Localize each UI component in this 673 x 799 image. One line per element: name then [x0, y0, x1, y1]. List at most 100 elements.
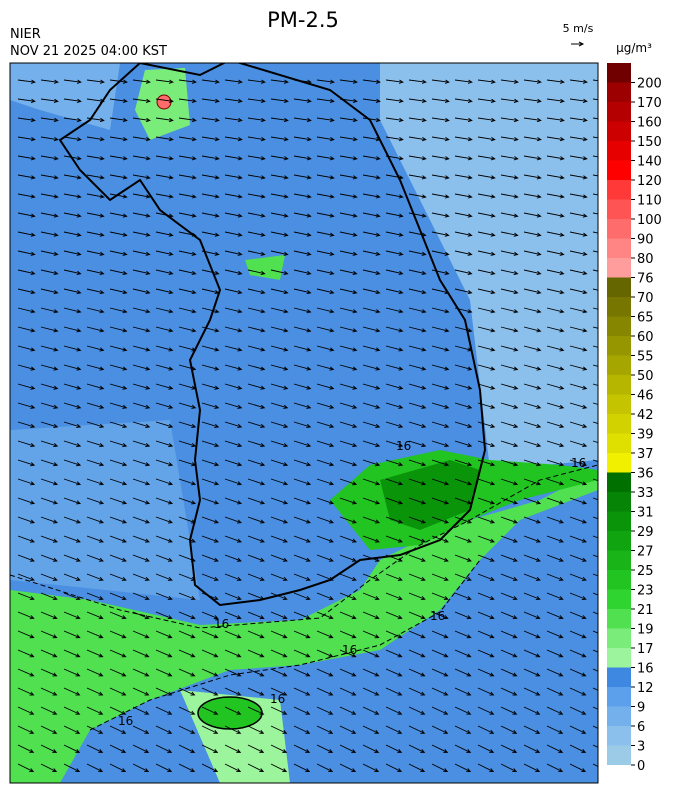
wind-arrow: [201, 98, 220, 103]
wind-arrow: [109, 649, 127, 658]
wind-arrow: [385, 402, 404, 409]
colorbar-segment: [607, 453, 631, 473]
colorbar-label: 33: [637, 486, 654, 501]
wind-arrow: [247, 763, 265, 773]
wind-arrow: [40, 611, 58, 620]
wind-arrow: [454, 269, 473, 276]
wind-arrow: [454, 288, 473, 295]
wind-arrow: [17, 573, 35, 581]
wind-arrow: [109, 193, 128, 199]
wind-arrow: [523, 649, 541, 658]
colorbar-segment: [607, 394, 631, 414]
wind-arrow: [477, 79, 496, 84]
wind-arrow: [270, 269, 289, 276]
wind-arrow: [132, 193, 151, 199]
wind-arrow: [40, 592, 58, 600]
wind-arrow: [500, 155, 519, 161]
wind-arrow: [132, 535, 150, 543]
colorbar-label: 55: [637, 350, 654, 365]
wind-arrow: [454, 554, 472, 562]
wind-arrow: [155, 136, 174, 142]
wind-arrow: [17, 364, 36, 371]
wind-arrow: [569, 288, 588, 295]
wind-arrow: [247, 98, 266, 103]
wind-arrow: [270, 744, 288, 753]
wind-arrow: [339, 402, 358, 409]
wind-arrow: [132, 478, 151, 486]
wind-arrow: [40, 136, 59, 142]
wind-arrow: [385, 326, 404, 333]
wind-arrow: [316, 668, 334, 677]
wind-arrow: [431, 516, 450, 524]
wind-arrow: [63, 706, 81, 715]
wind-arrow: [293, 326, 312, 333]
wind-arrow: [523, 136, 542, 142]
wind-arrow: [523, 231, 542, 237]
wind-arrow: [224, 136, 243, 142]
wind-arrow: [385, 345, 404, 352]
contour-label: 16: [430, 609, 445, 623]
wind-arrow: [385, 725, 403, 734]
colorbar-label: 12: [637, 681, 654, 696]
wind-arrow: [178, 307, 197, 314]
wind-arrow: [385, 231, 404, 237]
wind-arrow: [132, 706, 150, 715]
wind-arrow: [523, 516, 542, 524]
colorbar-label: 120: [637, 174, 662, 189]
wind-arrow: [86, 478, 105, 486]
wind-arrow: [86, 459, 105, 467]
wind-arrow: [201, 497, 220, 505]
wind-arrow: [592, 763, 598, 767]
wind-arrow: [500, 193, 519, 199]
wind-arrow: [362, 668, 380, 677]
wind-arrow: [132, 155, 151, 161]
wind-arrow: [316, 611, 334, 620]
wind-arrow: [270, 554, 288, 562]
colorbar-label: 21: [637, 603, 654, 618]
wind-arrow: [431, 155, 450, 161]
wind-arrow: [86, 744, 104, 753]
wind-arrow: [431, 706, 449, 715]
wind-arrow: [63, 155, 82, 161]
wind-arrow: [546, 231, 565, 237]
wind-arrow: [316, 231, 335, 237]
colorbar-segment: [607, 180, 631, 200]
wind-arrow: [224, 725, 242, 734]
wind-arrow: [523, 364, 542, 371]
wind-arrow: [477, 554, 495, 562]
wind-arrow: [17, 497, 36, 505]
wind-arrow: [454, 383, 473, 390]
wind-arrow: [523, 763, 541, 773]
wind-arrow: [201, 326, 220, 333]
colorbar-segment: [607, 238, 631, 258]
wind-arrow: [178, 98, 197, 103]
wind-arrow: [155, 155, 174, 161]
wind-arrow: [362, 250, 381, 256]
wind-arrow: [569, 668, 587, 677]
wind-arrow: [408, 630, 426, 639]
wind-arrow: [592, 193, 598, 196]
wind-arrow: [592, 212, 598, 215]
wind-arrow: [17, 326, 36, 333]
wind-arrow: [17, 345, 36, 352]
wind-arrow: [155, 630, 173, 639]
wind-arrow: [155, 649, 173, 658]
wind-arrow: [132, 269, 151, 276]
wind-arrow: [17, 535, 35, 543]
wind-arrow: [546, 459, 565, 467]
wind-arrow: [477, 212, 496, 218]
wind-arrow: [201, 649, 219, 658]
wind-arrow: [155, 573, 173, 581]
wind-arrow: [316, 706, 334, 715]
wind-arrow: [569, 307, 588, 314]
colorbar-label: 170: [637, 96, 662, 111]
wind-arrow: [40, 725, 58, 734]
wind-arrow: [477, 630, 495, 639]
wind-arrow: [247, 79, 266, 84]
wind-arrow: [569, 497, 588, 505]
wind-arrow: [408, 668, 426, 677]
wind-arrow: [431, 421, 450, 428]
wind-arrow: [270, 497, 289, 505]
wind-arrow: [293, 364, 312, 371]
wind-arrow: [546, 573, 564, 581]
